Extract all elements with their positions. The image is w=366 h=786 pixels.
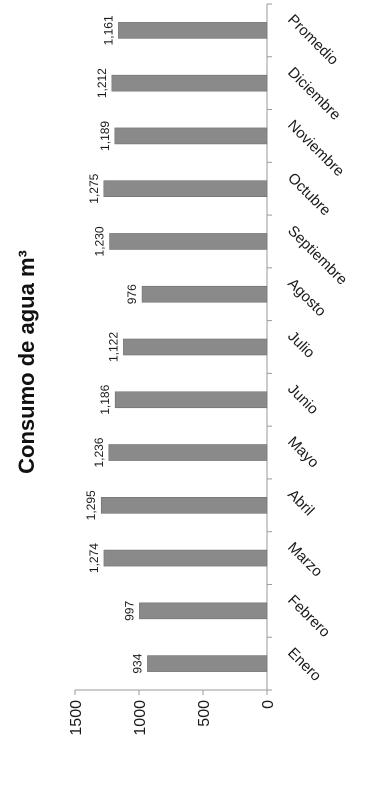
data-label: 1,275 [87,173,101,203]
bar-febrero [139,602,268,620]
category-label: Junio [284,381,321,418]
category-label: Marzo [284,539,325,580]
bar-septiembre [109,233,268,250]
category-label: Abril [284,486,317,519]
axes: 0 500 1000 1500 [68,3,277,736]
category-label: Mayo [284,433,322,471]
category-label: Febrero [284,592,333,641]
bar-abril [100,497,268,514]
data-label: 1,122 [106,332,120,362]
bar-mayo [108,444,268,461]
category-label: Julio [284,328,318,362]
category-label: Promedio [284,11,341,68]
data-label: 997 [122,601,136,621]
value-tick-label: 500 [196,700,213,727]
category-label: Agosto [284,275,329,320]
bar-agosto [141,285,268,303]
category-label: Enero [284,644,324,684]
value-tick-label: 1000 [132,700,149,736]
bar-noviembre [114,127,268,145]
bar-octubre [103,180,268,197]
bar-promedio [118,22,268,39]
bar-junio [114,391,268,409]
data-label: 1,295 [84,490,98,520]
bars-group [100,22,268,672]
data-label: 1,274 [87,543,101,573]
bar-julio [123,338,268,356]
bar-diciembre [111,74,268,92]
value-tick-label: 0 [260,700,277,709]
bar-marzo [103,549,268,567]
category-label: Octubre [284,169,334,219]
data-label: 976 [125,284,139,304]
data-label: 934 [130,653,144,673]
bar-enero [147,655,268,672]
data-label: 1,236 [92,437,106,467]
category-label: Noviembre [284,117,347,180]
data-label: 1,189 [98,121,112,151]
data-label: 1,161 [101,15,115,45]
value-tick-label: 1500 [68,700,85,736]
data-label: 1,212 [95,68,109,98]
data-label: 1,230 [93,226,107,256]
data-label: 1,186 [98,384,112,414]
category-label: Diciembre [284,64,344,124]
chart-title: Consumo de agua m³ [14,250,39,474]
